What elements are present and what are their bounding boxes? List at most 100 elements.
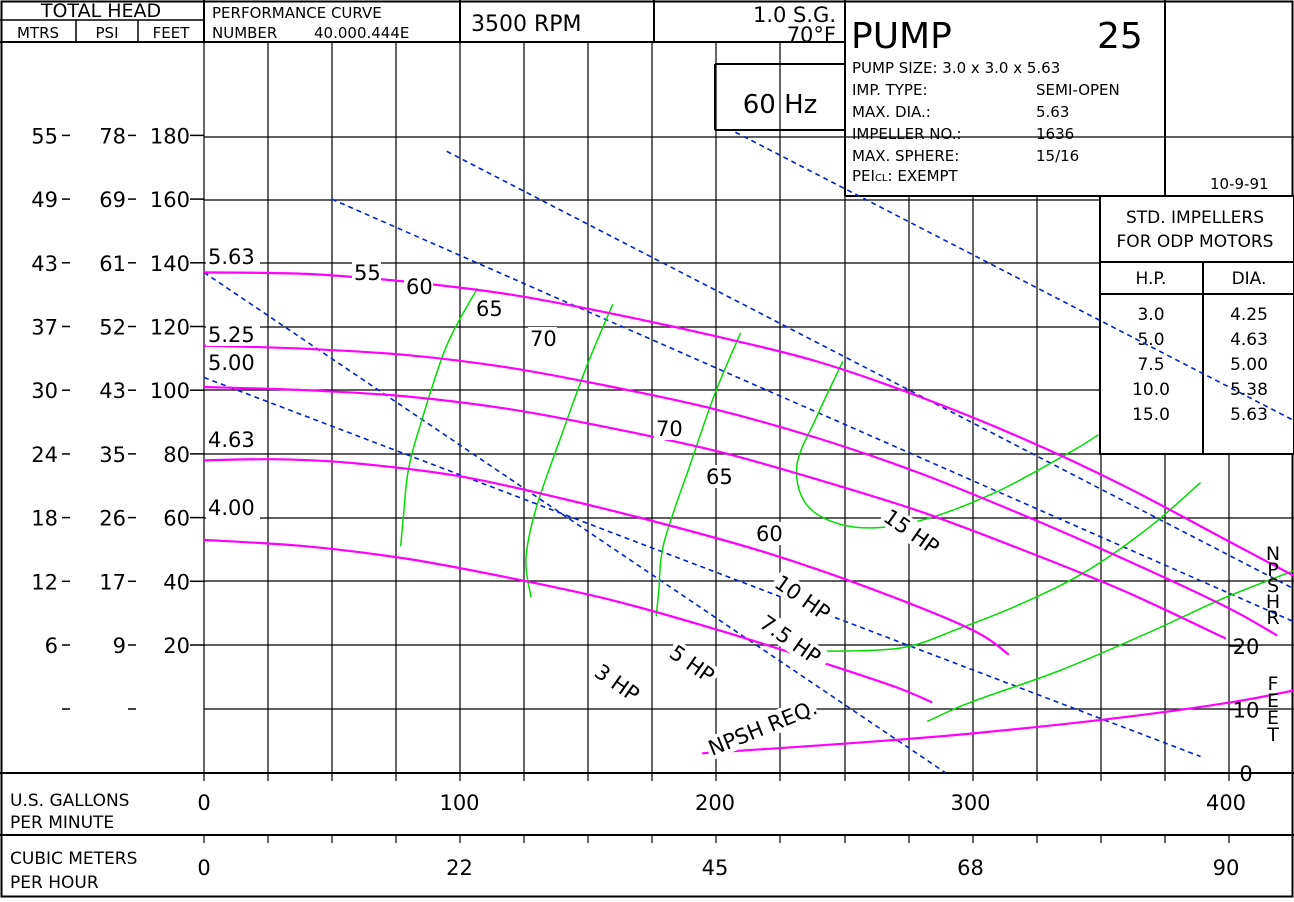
- feet-tick-label: 140: [150, 252, 190, 276]
- hp-label-bg: [769, 569, 837, 627]
- impeller-row-dia: 5.38: [1230, 380, 1268, 400]
- cmh-tick-label: 22: [446, 856, 473, 880]
- impeller-table: STD. IMPELLERS FOR ODP MOTORS H.P. DIA. …: [1099, 195, 1294, 455]
- gpm-tick-label: 0: [197, 791, 210, 815]
- npshr-feet-letter: E: [1267, 690, 1279, 712]
- head-curve: [203, 538, 933, 704]
- mtrs-tick-label: 12: [31, 570, 58, 594]
- cmh-tick-label: 68: [957, 856, 984, 880]
- max-dia-value: 5.63: [1036, 103, 1069, 121]
- hp-label-bg: [754, 609, 832, 674]
- efficiency-curve: [525, 303, 614, 598]
- npshr-label-letter: H: [1266, 591, 1280, 613]
- mtrs-col-label: MTRS: [17, 24, 59, 42]
- rpm-label: 3500 RPM: [471, 12, 582, 37]
- hp-line: [331, 198, 1294, 623]
- hp-line: [446, 150, 1294, 590]
- frequency: 60 Hz: [743, 90, 818, 120]
- imp-type-label: IMP. TYPE:: [852, 81, 928, 99]
- gpm-tick-label: 200: [695, 791, 735, 815]
- feet-tick-label: 80: [163, 443, 190, 467]
- cmh-axis-label-2: PER HOUR: [10, 873, 99, 893]
- impeller-no-value: 1636: [1036, 125, 1074, 143]
- efficiency-label: 60: [406, 275, 433, 299]
- curve-number: 40.000.444E: [314, 24, 409, 42]
- psi-tick-label: 52: [99, 316, 126, 340]
- impeller-row-hp: 10.0: [1132, 380, 1170, 400]
- impeller-row-hp: 7.5: [1137, 355, 1164, 375]
- impeller-no-label: IMPELLER NO.:: [852, 125, 962, 143]
- total-head-label: TOTAL HEAD: [40, 0, 161, 22]
- mtrs-tick-label: 49: [31, 188, 58, 212]
- impeller-row-hp: 5.0: [1137, 330, 1164, 350]
- feet-tick-label: 60: [163, 507, 190, 531]
- impeller-row-dia: 4.63: [1230, 330, 1268, 350]
- impeller-dia-label: 5.00: [208, 351, 255, 375]
- hp-line: [203, 271, 946, 774]
- impeller-table-hp-header: H.P.: [1136, 269, 1167, 289]
- psi-tick-label: 9: [113, 634, 126, 658]
- head-curve: [203, 271, 1294, 578]
- mtrs-tick-label: 30: [31, 379, 58, 403]
- efficiency-label-bg: [474, 297, 503, 320]
- psi-tick-label: 43: [99, 379, 126, 403]
- feet-tick-label: 180: [150, 124, 190, 148]
- impeller-dia-label-bg: [206, 496, 260, 519]
- gpm-tick-label: 300: [950, 791, 990, 815]
- head-curve: [203, 344, 1278, 637]
- max-dia-label: MAX. DIA.:: [852, 103, 931, 121]
- head-curve: [203, 385, 1227, 640]
- impeller-dia-label: 4.00: [208, 496, 255, 520]
- impeller-dia-label-bg: [206, 245, 260, 268]
- feet-col-label: FEET: [153, 24, 191, 42]
- mtrs-tick-label: 37: [31, 316, 58, 340]
- psi-tick-label: 35: [99, 443, 126, 467]
- feet-tick-label: 160: [150, 188, 190, 212]
- efficiency-layer: [399, 287, 1294, 723]
- efficiency-label: 70: [656, 417, 683, 441]
- npshr-label-letter: N: [1266, 543, 1280, 565]
- hp-label-bg: [664, 639, 722, 690]
- impeller-dia-label-bg: [206, 428, 260, 451]
- impeller-dia-label: 5.63: [208, 245, 255, 269]
- efficiency-label-bg: [404, 275, 433, 298]
- mtrs-tick-label: 55: [31, 124, 58, 148]
- mtrs-tick-label: 24: [31, 443, 58, 467]
- pei-label: PEICL: EXEMPT: [852, 167, 959, 185]
- npsh-required-curve: [702, 689, 1294, 755]
- feet-tick-label: 100: [150, 379, 190, 403]
- efficiency-label-bg: [654, 417, 683, 440]
- efficiency-curve: [926, 569, 1294, 723]
- x-axis-area: U.S. GALLONS PER MINUTE CUBIC METERS PER…: [0, 772, 1294, 893]
- psi-tick-label: 61: [99, 252, 126, 276]
- hp-label-bg: [589, 658, 647, 709]
- hp-label-bg: [878, 503, 946, 561]
- efficiency-label-bg: [352, 261, 381, 284]
- efficiency-label-bg: [754, 522, 783, 545]
- impeller-row-hp: 15.0: [1132, 405, 1170, 425]
- efficiency-label: 70: [530, 327, 557, 351]
- npshr-feet-letter: F: [1268, 673, 1279, 695]
- impeller-table-title-2: FOR ODP MOTORS: [1117, 232, 1274, 252]
- header: TOTAL HEAD MTRS PSI FEET PERFORMANCE CUR…: [0, 0, 1294, 197]
- efficiency-label-bg: [704, 465, 733, 488]
- hp-line: [735, 131, 1294, 422]
- psi-tick-label: 17: [99, 570, 126, 594]
- efficiency-label: 55: [354, 261, 381, 285]
- psi-col-label: PSI: [96, 24, 119, 42]
- mtrs-tick-label: 6: [45, 634, 58, 658]
- temperature: 70°F: [787, 23, 836, 47]
- efficiency-curve: [809, 482, 1201, 653]
- pump-number: 25: [1097, 16, 1143, 57]
- pump-label: PUMP: [851, 16, 952, 57]
- npsh-req-label-bg: [703, 695, 820, 761]
- impeller-dia-label: 4.63: [208, 428, 255, 452]
- npshr-label-letter: P: [1267, 559, 1278, 581]
- cmh-tick-label: 45: [702, 856, 729, 880]
- impeller-table-title-1: STD. IMPELLERS: [1126, 208, 1264, 228]
- efficiency-curve: [655, 332, 742, 617]
- number-label: NUMBER: [212, 24, 277, 42]
- efficiency-curve: [399, 287, 479, 547]
- max-sphere-label: MAX. SPHERE:: [852, 147, 959, 165]
- efficiency-label-bg: [528, 327, 557, 350]
